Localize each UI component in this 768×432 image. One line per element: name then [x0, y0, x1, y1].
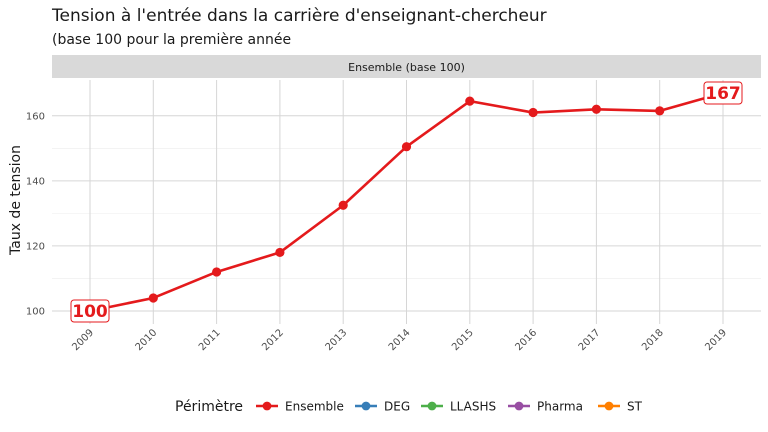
- legend-entry-label: Pharma: [537, 400, 583, 414]
- data-point: [465, 96, 475, 106]
- x-tick-label: 2012: [260, 327, 286, 353]
- x-tick-label: 2010: [134, 327, 160, 353]
- x-axis-ticks: 2009 2010 2011 2012 2013 2014 2015 2016 2017 2018…: [70, 327, 729, 353]
- annotation-label: 167: [705, 84, 741, 104]
- x-tick-label: 2011: [197, 327, 223, 353]
- chart-title: Tension à l'entrée dans la carrière d'en…: [51, 6, 547, 26]
- data-point: [591, 104, 602, 114]
- legend-entry-label: LLASHS: [450, 400, 496, 414]
- annotation-box: [70, 299, 110, 323]
- legend-key-point: [361, 401, 371, 411]
- legend-entry-label: DEG: [384, 400, 410, 414]
- annotation-layer: 100 167: [70, 81, 743, 323]
- data-point: [275, 247, 285, 258]
- data-point: [212, 267, 222, 277]
- legend-entry-label: Ensemble: [285, 400, 344, 414]
- x-tick-label: 2016: [513, 327, 539, 353]
- x-tick-label: 2017: [577, 327, 603, 353]
- facet-label: Ensemble (base 100): [348, 61, 465, 74]
- data-point: [148, 293, 158, 303]
- facet-strip: [52, 55, 761, 78]
- y-axis-label: Taux de tension: [8, 145, 24, 256]
- x-tick-label: 2019: [703, 327, 729, 353]
- x-tick-label: 2009: [70, 327, 96, 353]
- data-point: [338, 200, 348, 210]
- x-tick-label: 2014: [387, 327, 413, 353]
- annotation-label: 100: [72, 302, 108, 322]
- chart-subtitle: (base 100 pour la première année: [52, 32, 291, 48]
- grid-lines: [52, 80, 761, 324]
- data-point: [528, 107, 538, 118]
- legend-key-point: [604, 401, 614, 411]
- legend: Périmètre Ensemble DEG LLASHS Pharma ST: [175, 399, 643, 415]
- annotation-box: [703, 81, 743, 105]
- legend-key-point: [427, 401, 437, 411]
- y-tick-label: 140: [26, 176, 45, 187]
- x-tick-label: 2015: [450, 327, 476, 353]
- x-tick-label: 2018: [640, 327, 666, 353]
- y-tick-label: 100: [26, 306, 45, 317]
- legend-key-point: [514, 401, 524, 411]
- legend-title: Périmètre: [175, 399, 243, 415]
- legend-key-point: [262, 401, 272, 411]
- data-point: [401, 142, 412, 152]
- legend-entry-label: ST: [627, 400, 643, 414]
- x-tick-label: 2013: [324, 327, 350, 353]
- data-point: [655, 106, 665, 116]
- y-tick-label: 160: [26, 111, 45, 122]
- y-tick-label: 120: [26, 241, 45, 252]
- y-axis-ticks: 100 120 140 160: [26, 111, 45, 317]
